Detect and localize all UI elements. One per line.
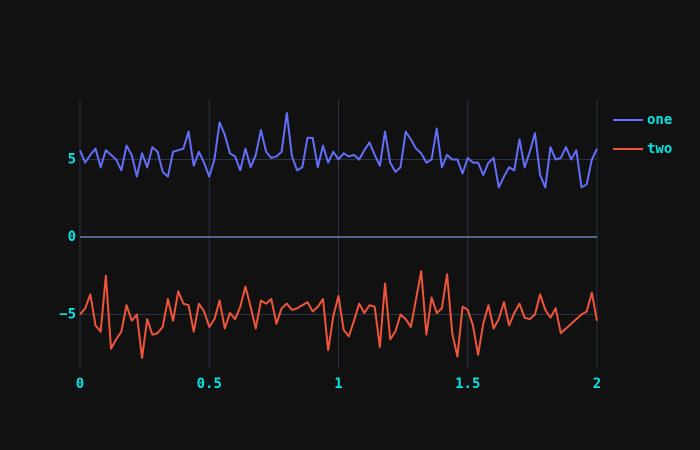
x-tick-label: 1 bbox=[334, 376, 342, 392]
x-tick-label: 0 bbox=[76, 376, 84, 392]
y-tick-label: 0 bbox=[68, 229, 76, 245]
y-tick-label: −5 bbox=[59, 307, 76, 323]
x-tick-label: 0.5 bbox=[197, 376, 222, 392]
x-tick-label: 1.5 bbox=[455, 376, 480, 392]
y-tick-label: 5 bbox=[68, 152, 76, 168]
line bbox=[79, 112, 598, 189]
line bbox=[79, 270, 598, 359]
legend-label: two bbox=[647, 141, 672, 157]
legend-label: one bbox=[647, 112, 672, 128]
x-tick-label: 2 bbox=[593, 376, 601, 392]
